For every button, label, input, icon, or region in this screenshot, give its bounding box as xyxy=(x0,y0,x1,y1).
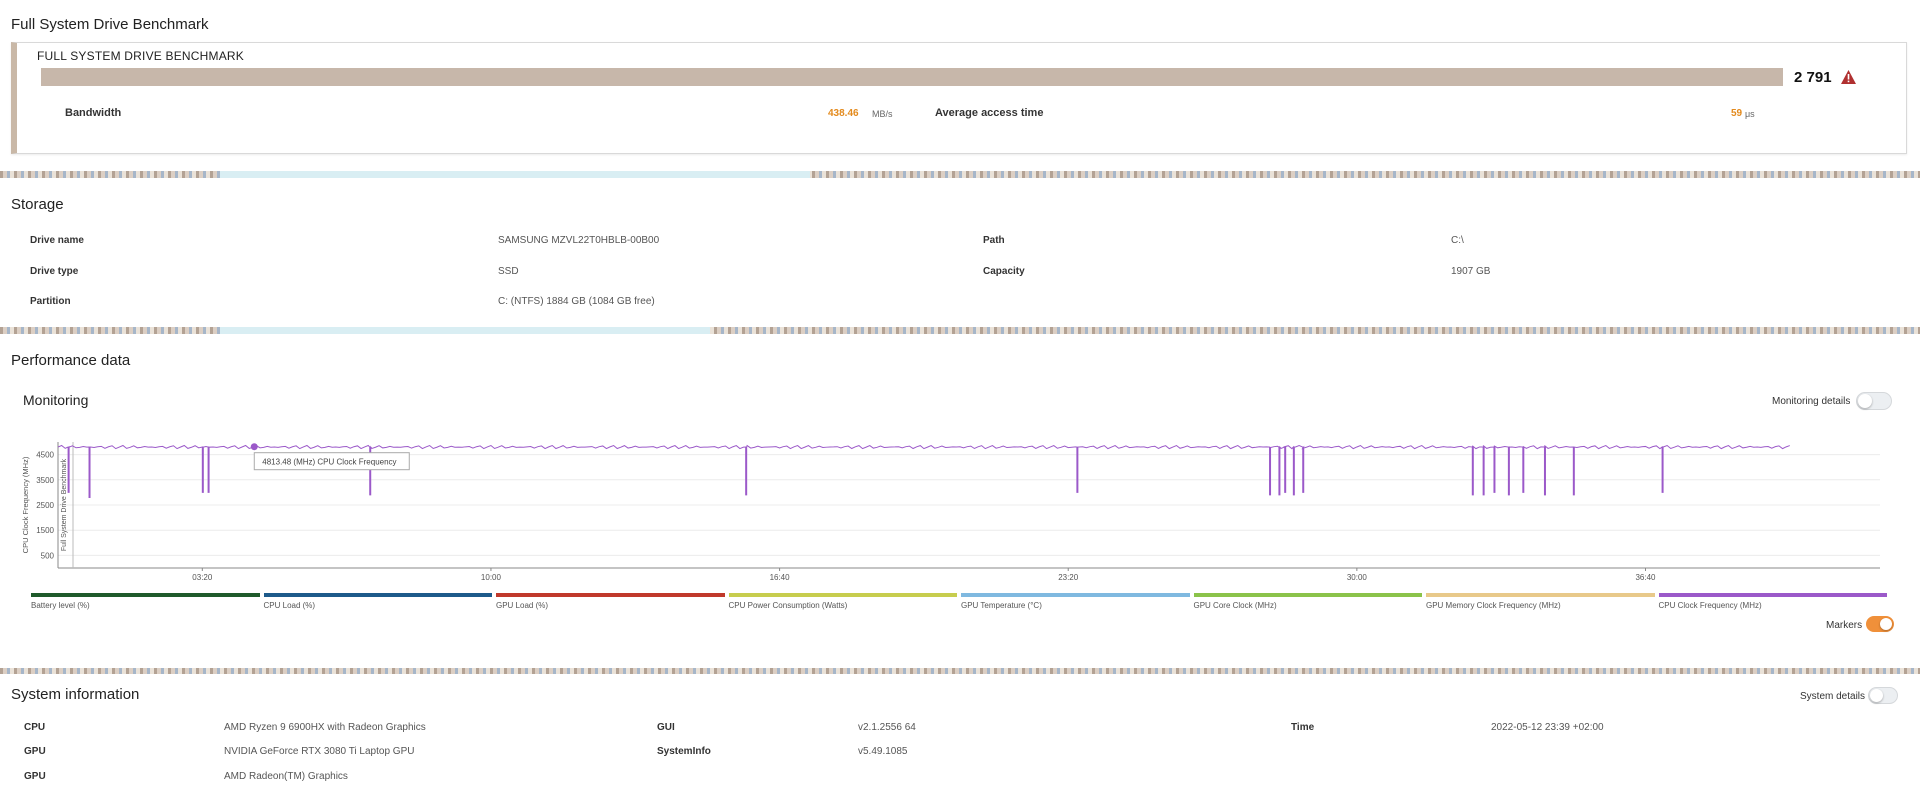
system-label-gui: GUI xyxy=(657,722,675,733)
system-title: System information xyxy=(11,686,140,703)
warning-triangle-icon xyxy=(1841,70,1856,84)
legend-label: CPU Load (%) xyxy=(263,601,316,610)
system-details-toggle[interactable] xyxy=(1868,687,1898,704)
access-time-value: 59 xyxy=(1731,108,1743,119)
tooltip-box xyxy=(253,452,410,471)
performance-title: Performance data xyxy=(11,352,131,369)
page-title: Full System Drive Benchmark xyxy=(11,16,209,33)
legend-item[interactable]: CPU Load (%) xyxy=(263,593,492,611)
y-axis-label: CPU Clock Frequency (MHz) xyxy=(21,456,30,553)
legend-label: Battery level (%) xyxy=(31,601,90,610)
benchmark-card-title: FULL SYSTEM DRIVE BENCHMARK xyxy=(37,49,244,63)
bandwidth-value: 438.46 xyxy=(828,108,859,119)
legend-color-bar xyxy=(263,593,492,597)
storage-label-capacity: Capacity xyxy=(983,266,1025,277)
legend-color-bar xyxy=(728,593,957,597)
y-tick-label: 3500 xyxy=(36,476,54,485)
toggle-knob xyxy=(1858,394,1872,408)
decorative-strip xyxy=(0,327,1920,334)
system-label-gpu-2: GPU xyxy=(24,771,46,782)
legend-label: GPU Memory Clock Frequency (MHz) xyxy=(1426,601,1561,610)
legend-item[interactable]: Battery level (%) xyxy=(31,593,260,611)
access-time-unit: μs xyxy=(1745,109,1755,119)
bandwidth-label: Bandwidth xyxy=(65,107,122,119)
legend-item[interactable]: CPU Clock Frequency (MHz) xyxy=(1658,593,1887,611)
system-value-gui: v2.1.2556 64 xyxy=(858,722,916,733)
legend-label: CPU Clock Frequency (MHz) xyxy=(1658,601,1762,610)
marker-label: Full System Drive Benchmark xyxy=(61,458,68,551)
storage-label-drive-type: Drive type xyxy=(30,266,79,277)
benchmark-score-bar xyxy=(41,68,1783,86)
legend-color-bar xyxy=(1193,593,1422,597)
monitoring-title: Monitoring xyxy=(23,392,89,408)
storage-title: Storage xyxy=(11,196,64,213)
system-label-time: Time xyxy=(1291,722,1315,733)
legend-color-bar xyxy=(31,593,260,597)
system-value-gpu: NVIDIA GeForce RTX 3080 Ti Laptop GPU xyxy=(224,746,415,757)
legend-item[interactable]: GPU Memory Clock Frequency (MHz) xyxy=(1426,593,1655,611)
storage-value-drive-name: SAMSUNG MZVL22T0HBLB-00B00 xyxy=(498,235,660,246)
storage-label-drive-name: Drive name xyxy=(30,235,84,246)
benchmark-score: 2 791 xyxy=(1794,69,1832,86)
legend-color-bar xyxy=(1658,593,1887,597)
x-tick-label: 36:40 xyxy=(1635,573,1656,582)
storage-value-path: C:\ xyxy=(1451,235,1464,246)
legend-label: GPU Load (%) xyxy=(496,601,549,610)
legend-item[interactable]: GPU Temperature (°C) xyxy=(961,593,1190,611)
legend-color-bar xyxy=(1426,593,1655,597)
x-tick-label: 10:00 xyxy=(481,573,502,582)
system-value-cpu: AMD Ryzen 9 6900HX with Radeon Graphics xyxy=(224,722,426,733)
system-value-time: 2022-05-12 23:39 +02:00 xyxy=(1491,722,1604,733)
toggle-knob xyxy=(1880,618,1892,630)
markers-label: Markers xyxy=(1826,620,1863,631)
legend-color-bar xyxy=(496,593,725,597)
tooltip-text: 4813.48 (MHz) CPU Clock Frequency xyxy=(262,458,396,467)
y-tick-label: 2500 xyxy=(36,501,54,510)
cpu-clock-chart[interactable]: 500 1500 2500 3500 4500 03:20 10:00 16:40 23:20 3… xyxy=(14,432,1886,582)
legend-item[interactable]: GPU Load (%) xyxy=(496,593,725,611)
system-label-gpu: GPU xyxy=(24,746,46,757)
legend-label: CPU Power Consumption (Watts) xyxy=(728,601,848,610)
storage-value-drive-type: SSD xyxy=(498,266,519,277)
x-tick-label: 23:20 xyxy=(1058,573,1079,582)
legend-label: GPU Core Clock (MHz) xyxy=(1193,601,1277,610)
decorative-strip xyxy=(0,171,1920,178)
system-value-gpu-2: AMD Radeon(TM) Graphics xyxy=(224,771,348,782)
system-label-systeminfo: SystemInfo xyxy=(657,746,711,757)
x-tick-label: 30:00 xyxy=(1347,573,1368,582)
legend-color-bar xyxy=(961,593,1190,597)
storage-label-path: Path xyxy=(983,235,1005,246)
system-label-cpu: CPU xyxy=(24,722,46,733)
storage-value-partition: C: (NTFS) 1884 GB (1084 GB free) xyxy=(498,296,655,307)
markers-toggle[interactable] xyxy=(1866,616,1894,632)
storage-label-partition: Partition xyxy=(30,296,71,307)
toggle-knob xyxy=(1870,689,1883,702)
x-tick-label: 03:20 xyxy=(192,573,213,582)
legend-item[interactable]: GPU Core Clock (MHz) xyxy=(1193,593,1422,611)
monitoring-details-label: Monitoring details xyxy=(1772,396,1851,407)
y-tick-label: 500 xyxy=(41,551,55,560)
monitoring-details-toggle[interactable] xyxy=(1856,392,1892,410)
system-details-label: System details xyxy=(1800,691,1866,702)
system-value-systeminfo: v5.49.1085 xyxy=(858,746,908,757)
series-line xyxy=(57,444,1790,498)
storage-value-capacity: 1907 GB xyxy=(1451,266,1491,277)
tooltip-point xyxy=(250,443,258,451)
benchmark-card: FULL SYSTEM DRIVE BENCHMARK 2 791 Bandwi… xyxy=(11,42,1907,154)
bandwidth-unit: MB/s xyxy=(872,109,893,119)
decorative-strip xyxy=(0,668,1920,674)
y-tick-label: 1500 xyxy=(36,526,54,535)
strip-gap xyxy=(220,171,810,178)
legend-item[interactable]: CPU Power Consumption (Watts) xyxy=(728,593,957,611)
x-tick-label: 16:40 xyxy=(770,573,791,582)
y-tick-label: 4500 xyxy=(36,451,54,460)
legend-label: GPU Temperature (°C) xyxy=(961,601,1042,610)
strip-gap xyxy=(220,327,710,334)
access-time-label: Average access time xyxy=(935,107,1044,119)
